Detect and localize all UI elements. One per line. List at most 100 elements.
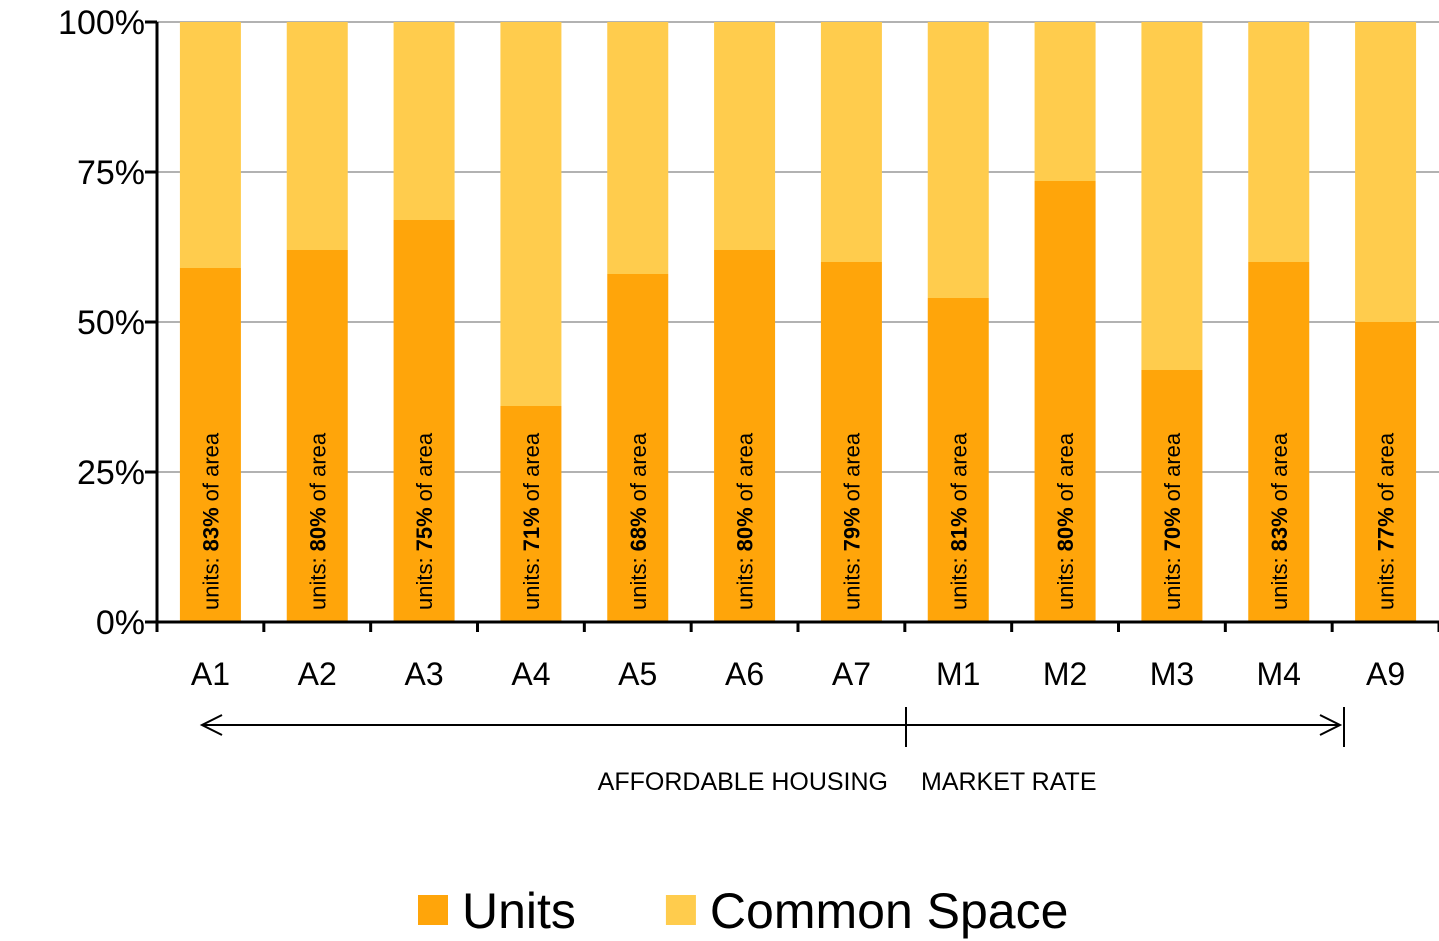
bar-segment <box>500 22 562 406</box>
bar-annotation: units: 83% of area <box>198 432 223 610</box>
bar-annotation: units: 70% of area <box>1160 432 1185 610</box>
legend-label: Units <box>462 883 576 939</box>
bar-segment <box>1141 22 1203 370</box>
bar-annotation: units: 81% of area <box>946 432 971 610</box>
x-tick-label: A1 <box>191 656 230 692</box>
x-tick-label: M3 <box>1150 656 1194 692</box>
group-arrow <box>199 707 1345 747</box>
annotation-suffix: of area <box>839 432 864 501</box>
bar-label: 70% <box>1160 507 1185 551</box>
annotation-prefix: units: <box>1053 557 1078 610</box>
legend-swatch <box>418 895 448 925</box>
bar-segment <box>286 250 348 622</box>
bar-annotation: units: 80% of area <box>1053 432 1078 610</box>
bar-label: 81% <box>946 507 971 551</box>
bar-label: 83% <box>198 507 223 551</box>
bar-label: 80% <box>733 507 758 551</box>
annotation-prefix: units: <box>1267 557 1292 610</box>
bar-annotation: units: 80% of area <box>733 432 758 610</box>
bar-label: 80% <box>305 507 330 551</box>
bar-segment <box>820 22 882 262</box>
bar-annotation: units: 68% of area <box>626 432 651 610</box>
annotation-suffix: of area <box>1053 432 1078 501</box>
annotation-prefix: units: <box>839 557 864 610</box>
bar-label: 79% <box>839 507 864 551</box>
bar-segment <box>393 22 455 220</box>
annotation-prefix: units: <box>1374 557 1399 610</box>
arrow-head <box>1319 714 1343 736</box>
annotation-suffix: of area <box>946 432 971 501</box>
annotation-suffix: of area <box>1160 432 1185 501</box>
bar-annotation: units: 79% of area <box>839 432 864 610</box>
bar-annotation: units: 75% of area <box>412 432 437 610</box>
bar-segment <box>500 406 562 622</box>
x-tick-label: A6 <box>725 656 764 692</box>
bar-segment <box>607 22 669 274</box>
bar-segment <box>1355 322 1417 622</box>
annotation-suffix: of area <box>626 432 651 501</box>
bar-segment <box>1355 22 1417 322</box>
group-label: AFFORDABLE HOUSING <box>598 768 888 796</box>
grid <box>157 21 1439 623</box>
legend: Units Common Space <box>418 883 1068 939</box>
bar-segment <box>1248 22 1310 262</box>
annotation-prefix: units: <box>412 557 437 610</box>
labels: A1 units: 83% of area A2 units: 80% of area A3 un… <box>191 432 1405 692</box>
x-tick-label: A7 <box>832 656 871 692</box>
annotation-prefix: units: <box>198 557 223 610</box>
bar-segment <box>927 298 989 622</box>
x-tick-label: A4 <box>511 656 550 692</box>
x-tick-label: M4 <box>1257 656 1301 692</box>
bar-label: 80% <box>1053 507 1078 551</box>
x-tick-label: A5 <box>618 656 657 692</box>
bar-segment <box>1248 262 1310 622</box>
bar-segment <box>714 22 776 250</box>
x-tick-label: M1 <box>936 656 980 692</box>
y-tick-label: 25% <box>77 454 145 492</box>
annotation-prefix: units: <box>1160 557 1185 610</box>
y-tick-label: 0% <box>96 604 145 642</box>
bar-label: 68% <box>626 507 651 551</box>
bar-segment <box>820 262 882 622</box>
bar-annotation: units: 77% of area <box>1374 432 1399 610</box>
annotation-prefix: units: <box>626 557 651 610</box>
annotation-prefix: units: <box>733 557 758 610</box>
bar-segment <box>714 250 776 622</box>
bar-annotation: units: 71% of area <box>519 432 544 610</box>
bar-segment <box>1034 22 1096 181</box>
y-tick-label: 50% <box>77 304 145 342</box>
x-tick-label: A9 <box>1366 656 1405 692</box>
bar-segment <box>179 268 241 622</box>
bar-segment <box>286 22 348 250</box>
x-tick-label: A3 <box>405 656 444 692</box>
bar-annotation: units: 80% of area <box>305 432 330 610</box>
annotation-suffix: of area <box>733 432 758 501</box>
annotation-prefix: units: <box>519 557 544 610</box>
annotation-suffix: of area <box>519 432 544 501</box>
x-tick-label: A2 <box>298 656 337 692</box>
legend-label: Common Space <box>710 883 1069 939</box>
y-tick-label: 100% <box>58 4 145 42</box>
axes: 0% 25% 50% 75% 100% <box>58 4 1439 642</box>
annotation-suffix: of area <box>198 432 223 501</box>
bar-label: 77% <box>1374 507 1399 551</box>
annotation-prefix: units: <box>946 557 971 610</box>
annotation-suffix: of area <box>305 432 330 501</box>
arrow-head <box>199 714 223 736</box>
bar-label: 75% <box>412 507 437 551</box>
bar-segment <box>927 22 989 298</box>
bar-label: 83% <box>1267 507 1292 551</box>
bar-segment <box>1141 370 1203 622</box>
annotation-suffix: of area <box>1267 432 1292 501</box>
annotation-suffix: of area <box>412 432 437 501</box>
annotation-suffix: of area <box>1374 432 1399 501</box>
bar-segment <box>393 220 455 622</box>
annotation-prefix: units: <box>305 557 330 610</box>
legend-swatch <box>665 895 696 925</box>
bars <box>179 22 1417 622</box>
x-tick-label: M2 <box>1043 656 1087 692</box>
bar-segment <box>1034 181 1096 622</box>
bar-segment <box>179 22 241 268</box>
group-label: MARKET RATE <box>921 768 1097 796</box>
